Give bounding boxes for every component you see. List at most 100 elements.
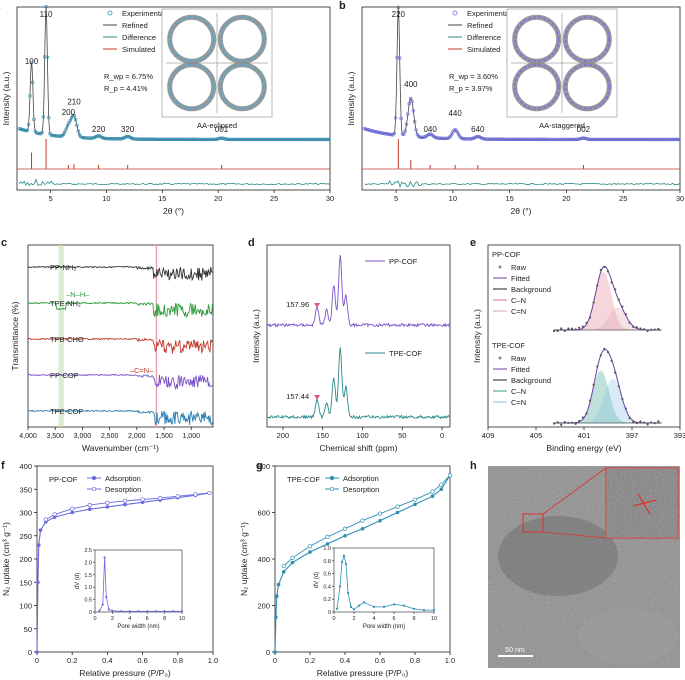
inset-psd-point — [362, 601, 366, 604]
inset-psd-point — [412, 607, 416, 610]
pore-ring-atoms — [219, 16, 266, 63]
experimental-point — [71, 113, 75, 118]
adsorption-point — [88, 507, 92, 512]
peak-label: 220 — [92, 125, 106, 134]
x-axis-title: 2θ (°) — [511, 206, 532, 216]
adsorption-point — [395, 510, 400, 515]
chart-title: PP-COF — [49, 475, 78, 484]
x-tick-label: 100 — [356, 431, 369, 440]
desorption-point — [158, 495, 163, 501]
raw-point — [639, 327, 642, 330]
y-tick-label: 250 — [19, 532, 32, 541]
desorption-point — [412, 497, 418, 502]
panel-f: 0 0.2 0.4 0.6 0.8 1.0050100150200250300350400… — [1, 462, 218, 678]
experimental-point — [44, 4, 48, 9]
panel-d: 200 150 100 50 0 Chemical shift (ppm) Intensit… — [251, 244, 451, 453]
x-tick-label: 1.0 — [445, 656, 455, 665]
series-label: TPB-CHO — [50, 335, 84, 344]
raw-point — [628, 416, 631, 420]
raw-point — [614, 288, 617, 291]
raw-point — [606, 270, 610, 273]
legend-label: Background — [511, 376, 551, 385]
desorption-point — [430, 489, 435, 494]
legend-label: Adsorption — [105, 474, 141, 483]
inset-psd-point — [128, 610, 131, 613]
inset-psd-point — [335, 607, 339, 610]
raw-point — [610, 281, 613, 284]
inset-x-tick-label: 6 — [392, 616, 395, 622]
zoom-region-box — [522, 513, 544, 533]
desorption-point — [70, 506, 75, 511]
raw-point — [650, 328, 653, 331]
inset-psd-point — [107, 608, 111, 611]
x-tick-label: 2,500 — [101, 433, 119, 440]
x-axis-title: Binding energy (eV) — [546, 443, 621, 453]
inset-psd-point — [372, 605, 376, 608]
raw-point — [650, 421, 653, 424]
rwp-label: R_wp = 6.75% — [104, 72, 153, 81]
raw-point — [567, 327, 570, 330]
x-tick-label: 409 — [482, 431, 495, 440]
series-label: TPE-NH₂ — [50, 299, 81, 308]
plot-frame — [16, 6, 331, 191]
x-tick-label: 0.4 — [102, 656, 112, 665]
adsorption-point — [105, 505, 110, 509]
pore-ring-atoms — [564, 16, 611, 63]
legend-label: Simulated — [122, 45, 155, 54]
tem-particle — [498, 516, 618, 596]
zoom-connector — [542, 467, 607, 515]
legend-label: Simulated — [467, 45, 500, 54]
experimental-point — [47, 115, 51, 120]
peak-marker — [314, 303, 321, 308]
inset-y-tick-label: 0.8 — [323, 559, 331, 565]
x-tick-label: 50 — [398, 431, 406, 440]
peak-label: 200 — [62, 108, 76, 117]
inset-x-tick-label: 4 — [372, 616, 375, 622]
legend-marker — [91, 486, 97, 492]
desorption-point — [281, 563, 286, 569]
raw-point — [567, 421, 570, 424]
legend-label: Refined — [122, 21, 148, 30]
raw-point — [599, 268, 602, 272]
pore-ring-atoms — [564, 63, 611, 110]
raw-point — [621, 305, 624, 308]
adsorption-point — [308, 550, 312, 554]
panel-label-a: a — [0, 0, 1, 12]
desorption-point — [52, 512, 57, 517]
inset-x-tick-label: 8 — [163, 616, 166, 622]
y-axis-title: Transmittance (%) — [10, 301, 20, 370]
legend-label: Raw — [511, 263, 527, 272]
panel-label-f: f — [1, 460, 5, 472]
raw-point — [635, 326, 638, 329]
experimental-point — [40, 130, 44, 135]
y-tick-label: 0 — [266, 648, 270, 657]
x-tick-label: 0 — [273, 656, 277, 665]
nmr-series-line — [266, 347, 451, 420]
desorption-point — [290, 555, 295, 560]
x-tick-label: 150 — [316, 431, 329, 440]
legend-marker — [107, 10, 113, 16]
raw-point — [556, 329, 559, 333]
y-tick-label: 150 — [19, 578, 32, 587]
nh-band — [58, 245, 64, 427]
raw-point — [556, 421, 559, 424]
experimental-point — [63, 130, 67, 134]
panel-label-c: c — [1, 237, 7, 249]
pore-ring-atoms — [513, 16, 560, 63]
panel-label-b: b — [339, 0, 346, 12]
adsorption-point — [274, 615, 278, 619]
desorption-point — [122, 498, 128, 504]
x-tick-label: 20 — [214, 194, 222, 203]
x-tick-label: 1,000 — [182, 433, 200, 440]
experimental-point — [396, 5, 401, 10]
desorption-point — [140, 497, 145, 502]
raw-point — [585, 321, 588, 325]
y-tick-label: 200 — [19, 555, 32, 564]
experimental-point — [45, 55, 50, 59]
experimental-point — [73, 117, 78, 122]
rwp-label: R_wp = 3.60% — [449, 72, 498, 81]
experimental-point — [41, 115, 46, 119]
experimental-point — [72, 114, 76, 118]
inset-psd-point — [111, 609, 114, 612]
